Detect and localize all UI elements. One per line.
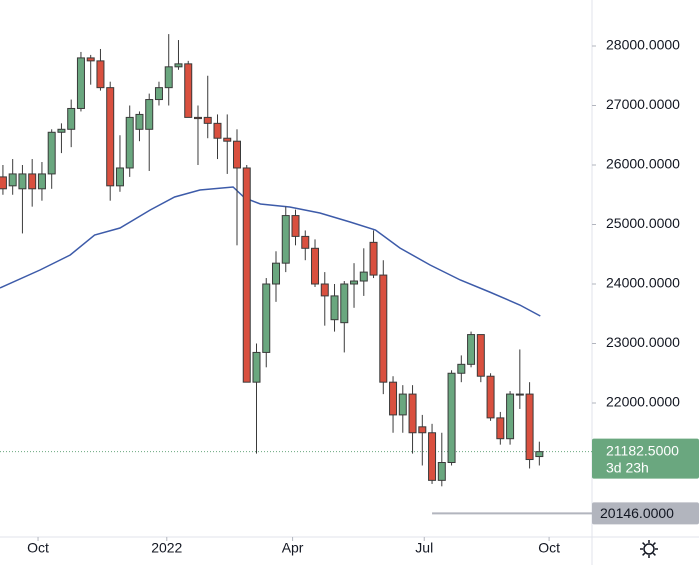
candle-body [369,241,378,276]
low-marker-box [592,502,699,525]
candle-body [281,215,290,264]
y-tick-label: 27000.0000 [606,96,680,112]
candle-body [0,176,7,190]
candle-body [262,283,271,353]
candle-body [57,128,66,133]
countdown-label: 3d 23h [606,459,649,475]
candle-body [496,417,505,440]
candle-body [437,462,446,481]
y-tick-label: 25000.0000 [606,215,680,231]
candle-body [18,173,27,190]
y-tick-label: 23000.0000 [606,334,680,350]
candle-body [184,63,193,118]
candle-body [350,280,359,285]
candle-body [125,116,134,169]
candle-body [115,167,124,187]
candle-body [47,131,56,175]
candle-body [223,137,232,142]
candle-body [330,295,339,321]
candle-body [320,283,329,297]
candle-body [106,87,115,187]
candle-body [8,173,17,187]
candle-body [389,381,398,416]
x-tick-label: 2022 [151,540,182,556]
last-price-box [592,438,699,479]
candle-body [291,215,300,237]
candle-body [252,351,261,383]
y-tick-label: 28000.0000 [606,37,680,53]
x-tick-label: Oct [27,540,49,556]
candle-body [232,140,241,169]
settings-icon[interactable] [640,540,658,558]
y-tick-label: 22000.0000 [606,394,680,410]
y-tick-label: 24000.0000 [606,275,680,291]
candle-body [203,116,212,124]
candle-body [408,393,417,434]
last-price-label: 21182.5000 [606,442,679,458]
y-tick-label: 26000.0000 [606,156,680,172]
candle-body [359,271,368,282]
x-tick-label: Oct [538,540,560,556]
candle-body [447,372,456,464]
candle-body [174,63,183,68]
candle-body [457,363,466,374]
candle-body [76,57,85,109]
candle-body [86,57,95,62]
candle-body [28,173,37,190]
candle-body [135,113,144,130]
x-tick-label: Jul [415,540,433,556]
candle-body [301,235,310,249]
candle-body [340,283,349,324]
candle-body [418,426,427,434]
candle-body [213,122,222,139]
candle-body [467,334,476,365]
candle-body [145,99,154,130]
candle-body [37,173,46,190]
candle-body [398,393,407,416]
x-tick-label: Apr [282,540,304,556]
candle-body [67,107,76,130]
candle-body [476,334,485,377]
candle-body [272,262,281,285]
candle-body [506,393,515,440]
candle-body [486,375,495,419]
candle-body [164,66,173,89]
candle-body [428,432,437,481]
moving-average [0,186,541,317]
candle-body [525,393,534,461]
candle-body [515,393,524,396]
candle-body [242,167,251,383]
candle-body [535,451,544,458]
candle-body [311,247,320,285]
candle-body [379,274,388,383]
candle-body [154,87,163,101]
candle-body [193,116,202,120]
low-marker-label: 20146.0000 [600,505,674,521]
candle-body [96,60,105,89]
